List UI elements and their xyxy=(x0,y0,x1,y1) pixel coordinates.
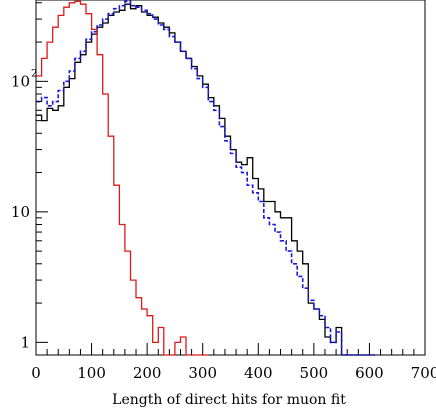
x-tick-label: 700 xyxy=(411,364,436,382)
y-tick-exponent: 2 xyxy=(31,68,37,79)
plot-area xyxy=(35,0,426,356)
series-layer xyxy=(36,0,375,356)
x-tick-label: 400 xyxy=(244,364,273,382)
x-axis-title: Length of direct hits for muon fit xyxy=(112,392,346,408)
x-tick-label: 200 xyxy=(133,364,162,382)
x-tick-label: 600 xyxy=(355,364,384,382)
y-tick-label: 10 xyxy=(11,72,30,90)
series-line-2 xyxy=(36,0,209,356)
plot-frame xyxy=(35,0,426,356)
x-tick-label: 100 xyxy=(77,364,106,382)
series-line-1 xyxy=(36,0,375,356)
x-tick-label: 300 xyxy=(188,364,217,382)
y-tick-label: 10 xyxy=(11,203,30,221)
series-line-0 xyxy=(36,3,375,356)
x-tick-label: 0 xyxy=(31,364,41,382)
y-tick-label: 1 xyxy=(20,333,30,351)
x-tick-label: 500 xyxy=(300,364,329,382)
